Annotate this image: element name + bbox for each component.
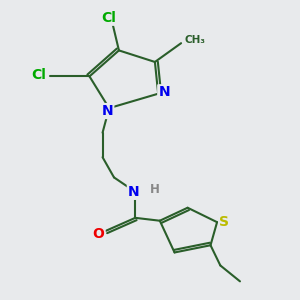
Text: S: S [219, 214, 229, 229]
Text: N: N [102, 104, 113, 118]
Text: N: N [158, 85, 170, 99]
Text: N: N [128, 185, 140, 199]
Text: H: H [150, 183, 160, 196]
Text: CH₃: CH₃ [184, 35, 206, 45]
Text: O: O [93, 227, 105, 241]
Text: Cl: Cl [31, 68, 46, 82]
Text: Cl: Cl [102, 11, 116, 25]
